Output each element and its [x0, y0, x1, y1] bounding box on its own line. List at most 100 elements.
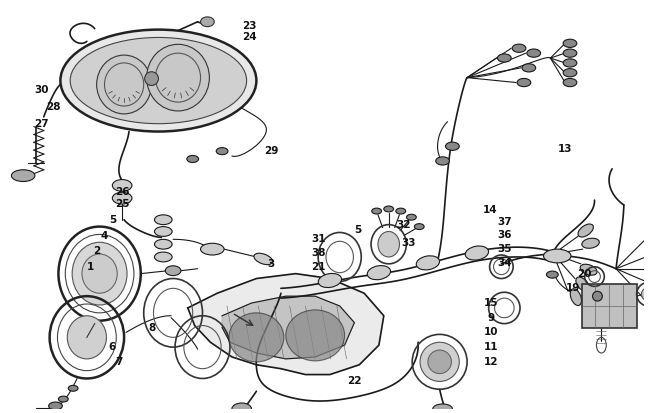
Text: 21: 21	[311, 262, 326, 272]
Ellipse shape	[647, 294, 650, 302]
Ellipse shape	[563, 78, 577, 87]
Text: 33: 33	[401, 238, 415, 248]
Text: 1: 1	[87, 262, 94, 272]
Text: 25: 25	[115, 199, 129, 209]
Ellipse shape	[578, 224, 593, 237]
Ellipse shape	[649, 235, 650, 243]
Ellipse shape	[286, 310, 344, 361]
Ellipse shape	[155, 252, 172, 262]
Text: 31: 31	[311, 234, 326, 244]
Ellipse shape	[254, 253, 272, 265]
Ellipse shape	[563, 39, 577, 47]
Ellipse shape	[436, 157, 449, 165]
Ellipse shape	[580, 264, 597, 275]
Text: 8: 8	[148, 323, 155, 332]
Ellipse shape	[547, 271, 558, 278]
Ellipse shape	[372, 208, 382, 214]
Text: 28: 28	[46, 102, 61, 112]
Ellipse shape	[145, 72, 159, 85]
Text: 5: 5	[109, 215, 116, 225]
Ellipse shape	[433, 404, 452, 413]
Ellipse shape	[155, 239, 172, 249]
Ellipse shape	[72, 242, 127, 305]
Ellipse shape	[420, 342, 460, 382]
Ellipse shape	[155, 215, 172, 225]
Ellipse shape	[147, 44, 209, 111]
Ellipse shape	[416, 256, 439, 270]
Ellipse shape	[67, 316, 107, 359]
Ellipse shape	[570, 289, 582, 306]
Text: 24: 24	[242, 33, 257, 43]
Text: 37: 37	[497, 217, 512, 227]
Ellipse shape	[517, 78, 531, 87]
Text: 38: 38	[311, 248, 326, 258]
Text: 27: 27	[34, 119, 49, 129]
Text: 36: 36	[497, 230, 512, 240]
Ellipse shape	[445, 142, 460, 150]
Ellipse shape	[563, 49, 577, 57]
Text: 4: 4	[101, 231, 108, 241]
Text: 35: 35	[497, 244, 512, 254]
Ellipse shape	[465, 246, 489, 260]
Ellipse shape	[512, 44, 526, 52]
Text: 23: 23	[242, 21, 257, 31]
Ellipse shape	[642, 287, 650, 301]
Polygon shape	[222, 296, 354, 359]
Ellipse shape	[216, 147, 228, 154]
Ellipse shape	[232, 403, 252, 413]
Text: 19: 19	[566, 283, 580, 293]
Text: 12: 12	[484, 357, 498, 367]
Ellipse shape	[201, 243, 224, 255]
Ellipse shape	[58, 396, 68, 402]
Ellipse shape	[60, 30, 256, 131]
Ellipse shape	[70, 38, 246, 123]
Ellipse shape	[576, 277, 590, 292]
Ellipse shape	[384, 206, 394, 212]
Text: 6: 6	[109, 342, 116, 352]
Ellipse shape	[318, 273, 341, 287]
Ellipse shape	[582, 238, 599, 248]
Ellipse shape	[543, 249, 571, 263]
Text: 26: 26	[115, 187, 129, 197]
Text: 22: 22	[347, 376, 361, 387]
Ellipse shape	[563, 59, 577, 67]
Ellipse shape	[155, 227, 172, 236]
Ellipse shape	[97, 55, 151, 114]
Ellipse shape	[563, 69, 577, 77]
Ellipse shape	[12, 170, 35, 181]
Ellipse shape	[201, 17, 214, 27]
Ellipse shape	[414, 224, 424, 230]
Ellipse shape	[497, 54, 511, 62]
Text: 2: 2	[93, 246, 100, 256]
Ellipse shape	[396, 208, 406, 214]
Text: 11: 11	[484, 342, 498, 352]
Bar	[582, 285, 636, 328]
Ellipse shape	[165, 266, 181, 275]
Ellipse shape	[112, 180, 132, 191]
Ellipse shape	[527, 49, 541, 57]
Text: 14: 14	[484, 205, 498, 215]
Text: 34: 34	[497, 258, 512, 268]
Ellipse shape	[378, 232, 400, 257]
Text: 15: 15	[484, 298, 498, 308]
Ellipse shape	[68, 385, 78, 391]
Ellipse shape	[49, 402, 62, 410]
Ellipse shape	[187, 155, 199, 162]
Text: 13: 13	[558, 144, 573, 154]
Ellipse shape	[522, 64, 536, 72]
Text: 3: 3	[268, 259, 275, 269]
Polygon shape	[188, 274, 384, 375]
Ellipse shape	[82, 254, 117, 293]
Ellipse shape	[112, 192, 132, 204]
Text: 10: 10	[484, 328, 498, 337]
Text: 5: 5	[354, 225, 361, 235]
Ellipse shape	[593, 291, 603, 301]
Text: 20: 20	[577, 268, 592, 279]
Text: 30: 30	[34, 85, 49, 95]
Ellipse shape	[428, 350, 451, 374]
Ellipse shape	[229, 313, 284, 362]
Text: 7: 7	[116, 357, 123, 367]
Ellipse shape	[406, 214, 416, 220]
Text: 32: 32	[396, 220, 411, 230]
Text: 9: 9	[487, 313, 494, 323]
